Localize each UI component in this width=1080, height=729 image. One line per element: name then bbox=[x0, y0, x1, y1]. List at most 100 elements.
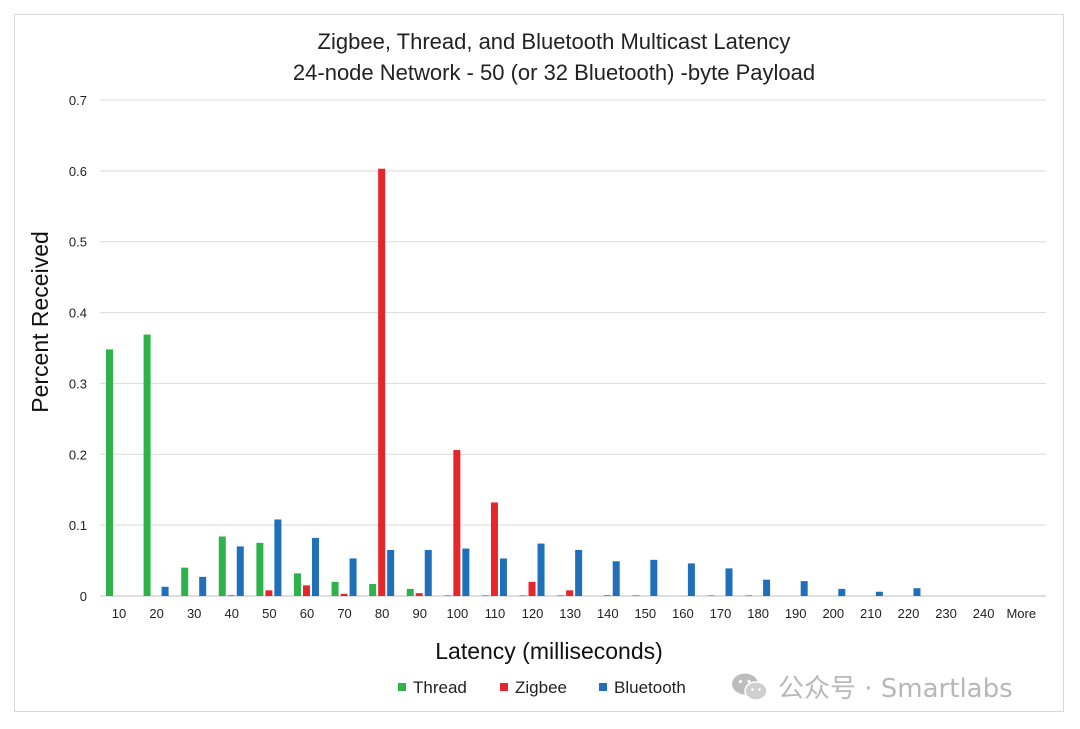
x-tick-label: 60 bbox=[300, 606, 314, 621]
x-tick-label: 150 bbox=[634, 606, 656, 621]
x-tick-label: 20 bbox=[149, 606, 163, 621]
gridlines bbox=[100, 99, 1046, 597]
bar-zigbee bbox=[603, 595, 611, 596]
y-tick-label: 0.1 bbox=[69, 518, 87, 533]
y-axis-label: Percent Received bbox=[27, 231, 53, 413]
bar-thread bbox=[181, 567, 189, 596]
x-tick-label: 90 bbox=[413, 606, 427, 621]
bar-thread bbox=[745, 595, 753, 596]
bar-thread bbox=[481, 595, 489, 596]
bar-zigbee bbox=[340, 593, 348, 596]
legend-label-zigbee: Zigbee bbox=[515, 678, 567, 697]
x-axis-label: Latency (milliseconds) bbox=[435, 638, 663, 664]
wechat-icon bbox=[732, 673, 768, 701]
bar-bluetooth bbox=[612, 561, 620, 596]
bar-thread bbox=[293, 573, 301, 596]
bar-bluetooth bbox=[161, 586, 169, 596]
x-tick-label: 120 bbox=[522, 606, 544, 621]
bar-thread bbox=[369, 583, 377, 596]
legend: Thread Zigbee Bluetooth bbox=[398, 678, 686, 697]
bar-thread bbox=[106, 349, 113, 596]
bar-bluetooth bbox=[650, 559, 658, 596]
bar-bluetooth bbox=[838, 588, 846, 596]
bar-zigbee bbox=[302, 585, 310, 596]
bar-zigbee bbox=[490, 502, 498, 596]
x-tick-label: 160 bbox=[672, 606, 694, 621]
bar-zigbee bbox=[227, 595, 235, 596]
y-axis-ticks: 0 0.1 0.2 0.3 0.4 0.5 0.6 0.7 bbox=[69, 93, 87, 604]
bar-thread bbox=[632, 595, 640, 596]
x-tick-label: 180 bbox=[747, 606, 769, 621]
bar-bluetooth bbox=[462, 548, 470, 596]
bar-zigbee bbox=[566, 590, 574, 596]
watermark-text: 公众号 · Smartlabs bbox=[778, 674, 1013, 704]
bar-bluetooth bbox=[349, 558, 357, 596]
legend-swatch-thread bbox=[398, 683, 406, 691]
bar-zigbee bbox=[265, 590, 273, 596]
bar-bluetooth bbox=[725, 568, 733, 596]
chart-subtitle: 24-node Network - 50 (or 32 Bluetooth) -… bbox=[293, 60, 815, 85]
x-tick-label: 130 bbox=[559, 606, 581, 621]
bar-bluetooth bbox=[800, 581, 808, 596]
bar-bluetooth bbox=[236, 546, 244, 596]
x-tick-label: 40 bbox=[225, 606, 239, 621]
bar-bluetooth bbox=[575, 549, 583, 596]
x-tick-label: 110 bbox=[485, 606, 506, 621]
x-tick-label: 140 bbox=[597, 606, 619, 621]
watermark: 公众号 · Smartlabs bbox=[730, 668, 1013, 705]
bar-thread bbox=[406, 588, 414, 596]
legend-label-bluetooth: Bluetooth bbox=[614, 678, 686, 697]
bar-zigbee bbox=[378, 168, 386, 597]
bar-bluetooth bbox=[537, 543, 545, 596]
legend-label-thread: Thread bbox=[413, 678, 467, 697]
x-tick-label: 170 bbox=[710, 606, 732, 621]
bar-thread bbox=[218, 536, 226, 596]
bar-thread bbox=[707, 595, 715, 596]
x-tick-label: 80 bbox=[375, 606, 389, 621]
bar-bluetooth bbox=[499, 558, 507, 596]
x-tick-label: 200 bbox=[822, 606, 844, 621]
bar-thread bbox=[256, 542, 264, 596]
bar-bluetooth bbox=[913, 588, 921, 596]
legend-swatch-zigbee bbox=[500, 683, 508, 691]
y-tick-label: 0.7 bbox=[69, 93, 87, 108]
bar-zigbee bbox=[415, 593, 423, 596]
bar-thread bbox=[143, 334, 151, 596]
y-tick-label: 0.2 bbox=[69, 447, 87, 462]
bar-thread bbox=[331, 581, 339, 596]
legend-swatch-bluetooth bbox=[599, 683, 607, 691]
bar-thread bbox=[444, 595, 452, 596]
x-tick-label: 10 bbox=[112, 606, 126, 621]
x-tick-label: More bbox=[1006, 606, 1036, 621]
y-tick-label: 0.5 bbox=[69, 235, 87, 250]
x-axis-ticks: 10 20 30 40 50 60 70 80 90 100 110 120 130 140 150 160 1… bbox=[112, 606, 1036, 621]
bar-zigbee bbox=[528, 581, 536, 596]
bar-bluetooth bbox=[387, 549, 395, 596]
bars bbox=[106, 168, 921, 597]
x-tick-label: 190 bbox=[785, 606, 807, 621]
bar-bluetooth bbox=[274, 519, 282, 596]
bar-bluetooth bbox=[763, 579, 771, 596]
x-tick-label: 220 bbox=[898, 606, 920, 621]
bar-zigbee bbox=[453, 450, 461, 596]
bar-bluetooth bbox=[199, 576, 207, 596]
bar-bluetooth bbox=[424, 549, 432, 596]
x-tick-label: 70 bbox=[337, 606, 351, 621]
x-tick-label: 230 bbox=[935, 606, 957, 621]
y-tick-label: 0.3 bbox=[69, 376, 87, 391]
bar-thread bbox=[519, 595, 527, 596]
bar-bluetooth bbox=[687, 563, 695, 596]
x-tick-label: 240 bbox=[973, 606, 995, 621]
y-tick-label: 0 bbox=[80, 589, 87, 604]
bar-bluetooth bbox=[875, 591, 883, 596]
x-tick-label: 50 bbox=[262, 606, 276, 621]
x-tick-label: 100 bbox=[446, 606, 468, 621]
bar-thread bbox=[557, 595, 565, 596]
x-tick-label: 210 bbox=[860, 606, 882, 621]
y-tick-label: 0.4 bbox=[69, 306, 87, 321]
bar-bluetooth bbox=[311, 537, 319, 596]
x-tick-label: 30 bbox=[187, 606, 201, 621]
chart-title: Zigbee, Thread, and Bluetooth Multicast … bbox=[318, 29, 791, 54]
y-tick-label: 0.6 bbox=[69, 164, 87, 179]
